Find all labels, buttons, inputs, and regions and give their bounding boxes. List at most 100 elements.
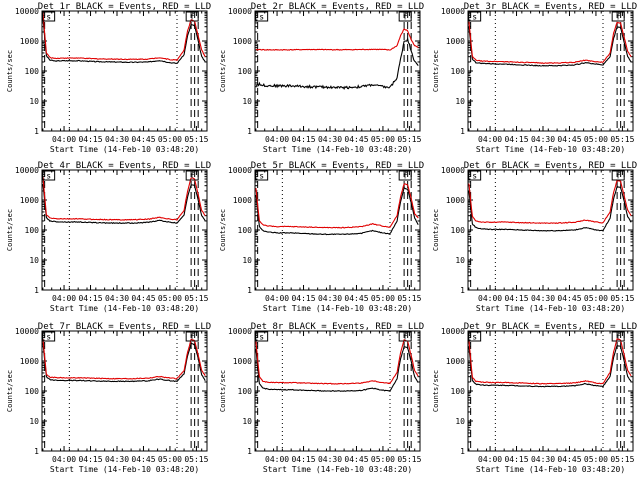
plot-frame <box>467 169 634 291</box>
chart-title: Det 1r BLACK = Events, RED = LLD <box>38 2 211 12</box>
marker-label-f: f <box>190 333 195 342</box>
x-tick-label: 05:00 <box>158 455 182 464</box>
x-tick-label: 04:15 <box>504 135 528 144</box>
chart-title: Det 6r BLACK = Events, RED = LLD <box>464 161 637 171</box>
x-tick-label: 04:30 <box>318 135 342 144</box>
x-tick-label: 05:15 <box>184 455 208 464</box>
marker-label-s: s <box>472 333 477 342</box>
y-tick-label: 100 <box>25 226 40 235</box>
y-tick-label: 100 <box>451 387 466 396</box>
x-tick-label: 05:15 <box>610 294 634 303</box>
y-tick-label: 1000 <box>233 37 252 46</box>
y-tick-label: 100 <box>238 387 253 396</box>
x-tick-label: 04:00 <box>478 455 502 464</box>
y-tick-label: 10 <box>242 417 252 426</box>
marker-box <box>398 331 412 342</box>
x-tick-label: 05:00 <box>371 135 395 144</box>
y-tick-label: 1 <box>247 286 252 295</box>
x-tick-label: 05:00 <box>584 294 608 303</box>
marker-box <box>468 11 482 22</box>
x-tick-label: 04:45 <box>344 455 368 464</box>
x-tick-label: 04:15 <box>504 455 528 464</box>
marker-label-f: f <box>403 13 408 22</box>
y-tick-label: 100 <box>238 226 253 235</box>
chart-title: Det 7r BLACK = Events, RED = LLD <box>38 322 211 332</box>
x-tick-label: 04:30 <box>531 294 555 303</box>
y-tick-label: 10000 <box>15 7 39 16</box>
x-tick-label: 05:15 <box>184 135 208 144</box>
y-tick-label: 10 <box>455 256 465 265</box>
y-tick-label: 1 <box>247 447 252 456</box>
x-tick-label: 05:00 <box>158 294 182 303</box>
x-tick-label: 04:45 <box>557 135 581 144</box>
y-axis-label: Counts/sec <box>219 209 227 251</box>
y-tick-label: 1 <box>34 286 39 295</box>
y-tick-label: 1000 <box>20 37 39 46</box>
x-tick-label: 05:15 <box>610 135 634 144</box>
marker-label-f: f <box>616 13 621 22</box>
marker-box <box>611 170 625 181</box>
x-tick-label: 05:15 <box>397 294 421 303</box>
marker-box <box>255 170 269 181</box>
y-axis-label: Counts/sec <box>432 209 440 251</box>
series-line-events <box>42 342 206 383</box>
x-tick-label: 04:30 <box>105 294 129 303</box>
x-tick-label: 04:30 <box>318 455 342 464</box>
x-tick-label: 04:00 <box>52 455 76 464</box>
y-tick-label: 1000 <box>20 357 39 366</box>
x-tick-label: 04:45 <box>131 455 155 464</box>
x-axis-label: Start Time (14-Feb-10 03:48:20) <box>263 145 412 154</box>
x-tick-label: 05:15 <box>610 455 634 464</box>
y-tick-label: 1000 <box>446 37 465 46</box>
marker-label-s: s <box>46 13 51 22</box>
x-tick-label: 04:00 <box>265 135 289 144</box>
x-tick-label: 04:00 <box>478 294 502 303</box>
x-tick-label: 04:15 <box>504 294 528 303</box>
y-tick-label: 10 <box>242 97 252 106</box>
marker-label-s: s <box>472 13 477 22</box>
x-tick-label: 04:30 <box>531 455 555 464</box>
plot-frame <box>41 330 208 452</box>
marker-label-f: f <box>616 333 621 342</box>
x-axis-label: Start Time (14-Feb-10 03:48:20) <box>50 145 199 154</box>
series-line-lld <box>468 21 632 64</box>
x-tick-label: 04:30 <box>318 294 342 303</box>
y-tick-label: 100 <box>451 67 466 76</box>
marker-box <box>42 331 56 342</box>
series-line-events <box>255 36 419 91</box>
x-tick-label: 05:15 <box>397 135 421 144</box>
series-line-lld <box>255 183 419 229</box>
y-tick-label: 10000 <box>15 166 39 175</box>
y-tick-label: 1 <box>247 127 252 136</box>
series-line-lld <box>468 337 632 385</box>
x-tick-label: 04:15 <box>291 135 315 144</box>
marker-box <box>468 331 482 342</box>
marker-box <box>185 331 199 342</box>
marker-box <box>398 11 412 22</box>
series-line-events <box>42 17 206 64</box>
series-line-events <box>468 185 632 232</box>
y-tick-label: 1 <box>460 286 465 295</box>
x-tick-label: 04:45 <box>131 135 155 144</box>
y-tick-label: 1 <box>460 127 465 136</box>
marker-box <box>468 170 482 181</box>
x-tick-label: 04:30 <box>105 135 129 144</box>
x-axis-label: Start Time (14-Feb-10 03:48:20) <box>476 304 625 313</box>
series-line-events <box>42 183 206 225</box>
y-tick-label: 1000 <box>20 196 39 205</box>
x-tick-label: 04:00 <box>478 135 502 144</box>
x-tick-label: 05:00 <box>584 135 608 144</box>
y-axis-label: Counts/sec <box>6 209 14 251</box>
x-tick-label: 04:00 <box>265 294 289 303</box>
y-axis-label: Counts/sec <box>432 50 440 92</box>
marker-label-s: s <box>259 172 264 181</box>
x-tick-label: 05:15 <box>397 455 421 464</box>
y-tick-label: 1 <box>34 127 39 136</box>
plot-frame <box>254 330 421 452</box>
